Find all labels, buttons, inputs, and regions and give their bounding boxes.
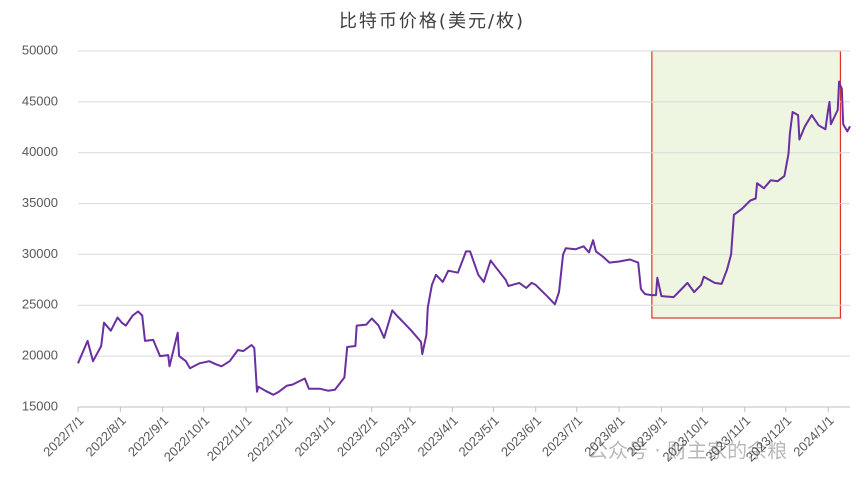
- x-tick-label: 2023/4/1: [415, 413, 461, 459]
- y-tick-label: 20000: [22, 348, 58, 363]
- x-tick-label: 2022/12/1: [244, 413, 296, 465]
- y-tick-label: 25000: [22, 297, 58, 312]
- y-tick-label: 15000: [22, 398, 58, 413]
- x-tick-label: 2022/7/1: [40, 413, 86, 459]
- y-tick-label: 45000: [22, 93, 58, 108]
- price-line: [77, 80, 851, 396]
- x-tick-label: 2024/1/1: [790, 413, 836, 459]
- x-tick-label: 2023/6/1: [498, 413, 544, 459]
- x-tick-label: 2023/3/1: [372, 413, 418, 459]
- x-tick-label: 2022/8/1: [83, 413, 129, 459]
- x-tick-label: 2022/10/1: [161, 413, 213, 465]
- y-tick-label: 30000: [22, 246, 58, 261]
- highlight-box: [651, 50, 842, 319]
- x-tick-label: 2023/2/1: [334, 413, 380, 459]
- x-tick-label: 2023/1/1: [292, 413, 338, 459]
- y-tick-label: 50000: [22, 42, 58, 57]
- chart-title: 比特币价格(美元/枚): [339, 11, 525, 32]
- watermark: 公众号 · 财主家的余粮: [588, 439, 787, 463]
- x-tick-label: 2023/5/1: [456, 413, 502, 459]
- y-tick-label: 40000: [22, 144, 58, 159]
- y-tick-label: 35000: [22, 195, 58, 210]
- x-tick-label: 2023/7/1: [539, 413, 585, 459]
